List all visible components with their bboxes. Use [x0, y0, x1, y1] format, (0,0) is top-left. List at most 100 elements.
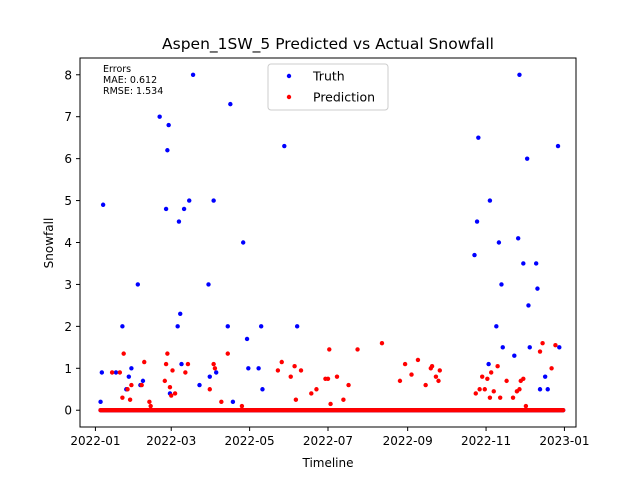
truth-point [521, 261, 526, 266]
y-tick-label: 2 [64, 320, 72, 334]
truth-point [230, 399, 236, 405]
prediction-point [473, 391, 478, 396]
truth-point [486, 361, 491, 367]
prediction-point [275, 368, 281, 373]
prediction-point [423, 382, 428, 388]
truth-point [499, 282, 504, 287]
prediction-point [497, 395, 503, 400]
truth-point [178, 311, 183, 316]
prediction-point [162, 378, 168, 384]
prediction-point [402, 361, 408, 367]
prediction-point [523, 403, 529, 409]
truth-point [206, 282, 211, 287]
x-tick-label: 2023-01 [539, 434, 589, 448]
prediction-point [292, 364, 297, 369]
prediction-point [491, 389, 496, 394]
prediction-point [341, 397, 346, 402]
prediction-point [212, 366, 218, 371]
prediction-point [477, 387, 482, 392]
truth-point [100, 202, 106, 207]
truth-point [175, 324, 180, 329]
prediction-point [379, 340, 385, 346]
truth-point [524, 156, 530, 161]
truth-point [165, 148, 170, 153]
y-tick-label: 0 [64, 404, 72, 418]
truth-point [225, 324, 230, 329]
x-axis-label: Timeline [301, 456, 353, 470]
y-tick-label: 7 [64, 110, 72, 124]
truth-point [129, 366, 134, 371]
y-tick-label: 6 [64, 152, 72, 166]
prediction-point [309, 391, 314, 396]
plot-frame [79, 57, 577, 428]
truth-point [207, 374, 212, 379]
prediction-point [129, 382, 134, 388]
prediction-point [437, 368, 442, 373]
truth-point [176, 219, 182, 224]
prediction-point-zero [560, 408, 566, 413]
prediction-point [185, 361, 191, 367]
truth-point [197, 382, 202, 388]
x-tick-label: 2022-07 [303, 434, 353, 448]
truth-point [240, 240, 246, 245]
prediction-point [433, 374, 439, 379]
truth-point [113, 370, 119, 375]
prediction-point [167, 384, 173, 390]
prediction-point [147, 399, 152, 405]
prediction-point [327, 347, 332, 352]
truth-point [98, 399, 103, 405]
truth-point [517, 72, 522, 77]
y-axis-label: Snowfall [42, 218, 56, 269]
prediction-point [211, 361, 216, 367]
truth-point [246, 366, 251, 371]
truth-point [515, 236, 521, 241]
truth-point [157, 114, 162, 119]
truth-point [500, 345, 505, 350]
prediction-point [334, 374, 340, 379]
legend-marker-truth [286, 73, 292, 79]
truth-point [527, 345, 532, 350]
chart-title: Aspen_1SW_5 Predicted vs Actual Snowfall [162, 35, 494, 54]
prediction-point [436, 378, 441, 384]
prediction-point [346, 382, 351, 388]
truth-point [163, 206, 169, 212]
x-tick-label: 2022-09 [383, 434, 433, 448]
prediction-point [325, 376, 331, 381]
prediction-point [495, 364, 500, 369]
errors-heading: Errors [103, 64, 131, 75]
prediction-point [207, 387, 212, 392]
legend-marker-prediction [286, 94, 292, 100]
plot-points [98, 72, 566, 413]
truth-point [187, 198, 192, 203]
truth-point [555, 143, 561, 149]
y-tick-label: 8 [64, 68, 72, 82]
prediction-point [409, 372, 414, 377]
prediction-point [537, 349, 543, 354]
x-axis: 2022-01 2022-03 2022-05 2022-07 2022-09 2022-… [70, 427, 590, 448]
truth-point [494, 324, 499, 329]
prediction-point [279, 359, 284, 365]
y-tick-label: 3 [64, 278, 72, 292]
prediction-point [121, 351, 126, 356]
prediction-point [293, 397, 299, 402]
prediction-point [163, 361, 169, 367]
prediction-point [109, 370, 115, 375]
prediction-point [487, 395, 493, 400]
prediction-point [355, 347, 360, 352]
truth-point [179, 361, 184, 367]
truth-point [120, 324, 125, 329]
truth-point [496, 240, 502, 245]
truth-point [244, 336, 250, 342]
prediction-point [397, 378, 403, 384]
legend-label-prediction: Prediction [313, 90, 375, 105]
prediction-point [170, 368, 175, 373]
prediction-point [165, 351, 170, 356]
truth-point [214, 370, 219, 375]
prediction-point [139, 382, 144, 388]
truth-point [472, 252, 477, 258]
prediction-point [510, 395, 516, 400]
y-tick-label: 4 [64, 236, 72, 250]
prediction-point [429, 364, 435, 369]
x-tick-label: 2022-01 [70, 434, 120, 448]
